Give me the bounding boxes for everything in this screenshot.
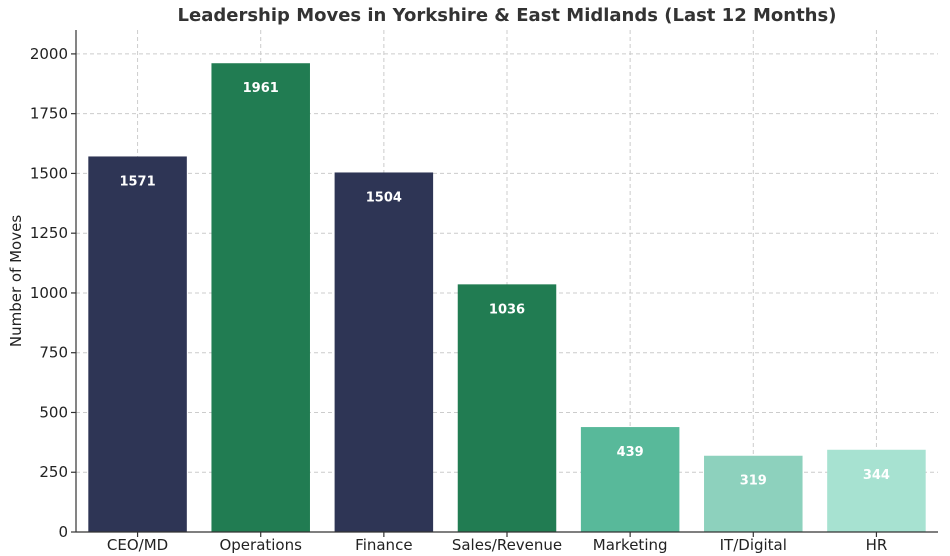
y-tick-label: 250: [39, 463, 68, 481]
x-tick-label: IT/Digital: [720, 536, 787, 554]
bar-value-label: 319: [740, 474, 767, 489]
bar-value-label: 1036: [489, 302, 525, 317]
bar-value-label: 344: [863, 468, 890, 483]
x-tick-label: Finance: [355, 536, 412, 554]
bar-it-digital: [704, 455, 803, 532]
bar-value-label: 1504: [366, 190, 402, 205]
y-tick-label: 750: [39, 344, 68, 362]
y-tick-label: 1750: [30, 105, 68, 123]
y-tick-label: 1000: [30, 284, 68, 302]
bar-value-label: 439: [617, 445, 644, 460]
y-tick-label: 1500: [30, 164, 68, 182]
bar-marketing: [580, 427, 680, 532]
tick-labels: 0 250 500 750 1000 1250 1500 1750 2000 CEO/MD Oper…: [30, 45, 887, 554]
y-tick-label: 2000: [30, 45, 68, 63]
chart-title: Leadership Moves in Yorkshire & East Mid…: [178, 5, 837, 26]
x-tick-label: CEO/MD: [107, 536, 168, 554]
bar-sales-revenue: [457, 284, 557, 532]
data-labels: 1571 1961 1504 1036 439 319 344: [119, 81, 890, 489]
y-tick-label: 500: [39, 403, 68, 421]
bar-value-label: 1571: [119, 174, 155, 189]
y-tick-label: 0: [58, 523, 68, 541]
bar-operations: [211, 63, 310, 532]
bar-finance: [334, 172, 434, 532]
bar-value-label: 1961: [243, 81, 279, 96]
y-tick-label: 1250: [30, 224, 68, 242]
x-tick-label: HR: [866, 536, 888, 554]
x-tick-label: Marketing: [593, 536, 668, 554]
x-tick-label: Operations: [219, 536, 302, 554]
bar-hr: [827, 449, 926, 532]
bars: [88, 63, 926, 533]
y-axis-label: Number of Moves: [7, 215, 25, 347]
x-tick-label: Sales/Revenue: [452, 536, 562, 554]
axes: [71, 30, 938, 537]
bar-ceo-md: [88, 156, 187, 533]
